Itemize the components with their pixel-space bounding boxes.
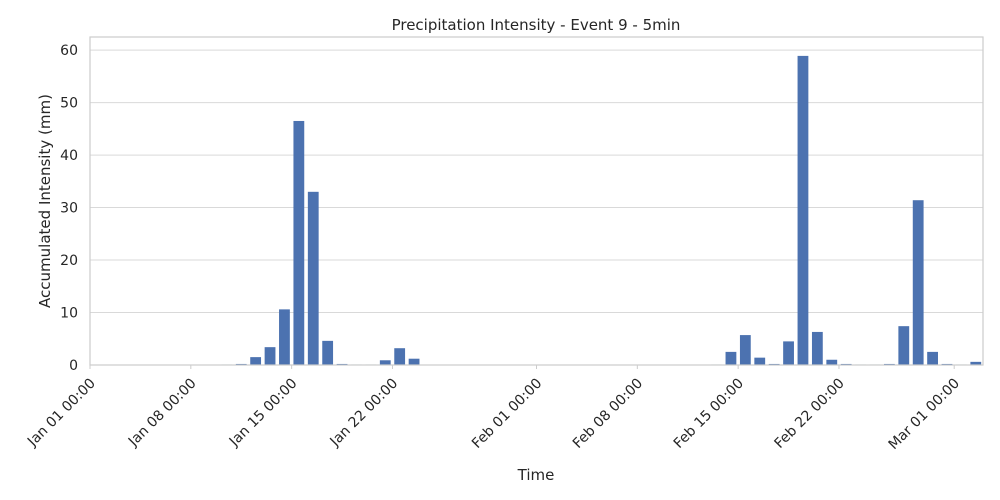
bar: [754, 357, 766, 365]
y-tick-label: 30: [60, 201, 78, 217]
bar: [739, 335, 751, 365]
bar: [912, 200, 924, 365]
bar: [307, 191, 319, 365]
y-tick-label: 60: [60, 43, 78, 59]
bar: [250, 357, 262, 365]
y-tick-label: 20: [60, 253, 78, 269]
bar: [379, 360, 391, 365]
bar: [811, 331, 823, 365]
bar: [322, 340, 334, 365]
bar: [783, 341, 794, 365]
y-tick-label: 10: [60, 306, 78, 322]
chart-title: Precipitation Intensity - Event 9 - 5min: [392, 16, 681, 34]
bar: [725, 351, 737, 365]
bar: [898, 326, 910, 365]
x-axis-label: Time: [517, 466, 555, 484]
bar: [293, 120, 305, 365]
y-axis-label: Accumulated Intensity (mm): [36, 94, 54, 308]
y-tick-label: 50: [60, 96, 78, 112]
y-tick-labels: 0 10 20 30 40 50 60: [60, 43, 78, 374]
y-tick-label: 0: [69, 358, 78, 374]
bar: [394, 348, 406, 365]
bar: [970, 361, 982, 365]
bar: [279, 309, 290, 365]
bar: [264, 347, 276, 365]
bar: [797, 55, 809, 366]
bar: [927, 351, 938, 365]
bar: [826, 359, 838, 365]
bars: [221, 55, 982, 366]
y-tick-label: 40: [60, 148, 78, 164]
bar: [408, 358, 420, 365]
